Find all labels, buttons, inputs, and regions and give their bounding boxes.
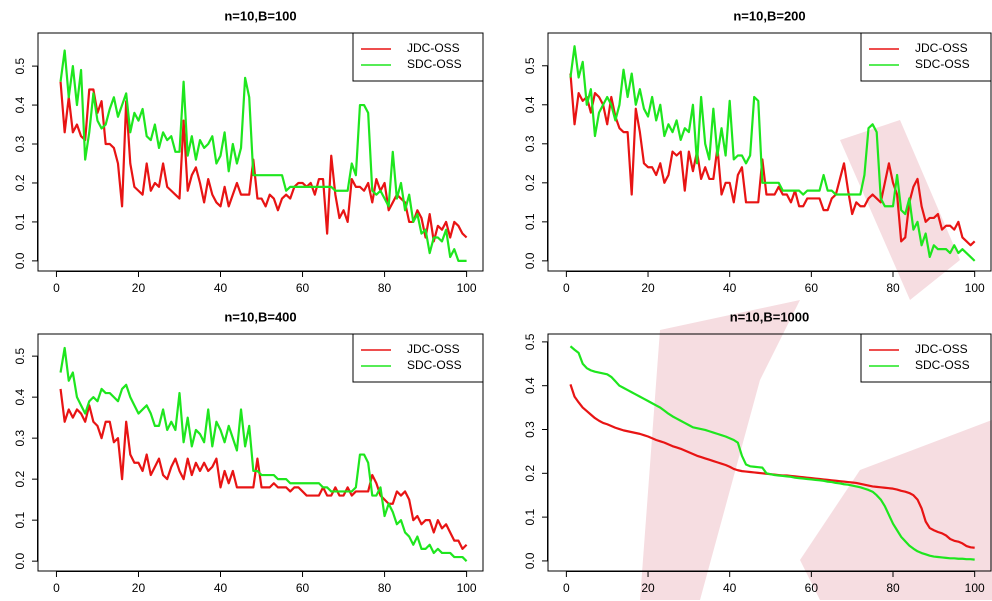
- x-tick-label: 80: [886, 281, 900, 295]
- x-tick-label: 20: [641, 281, 655, 295]
- y-tick-label: 0.0: [13, 252, 27, 269]
- x-tick-label: 0: [53, 281, 60, 295]
- y-tick-label: 0.2: [13, 470, 27, 487]
- watermark-shape: [840, 120, 960, 300]
- x-tick-label: 0: [53, 581, 60, 595]
- chart-title: n=10,B=200: [733, 8, 805, 23]
- y-tick-label: 0.2: [523, 174, 537, 191]
- legend-label: JDC-OSS: [407, 41, 460, 55]
- x-tick-label: 100: [457, 581, 477, 595]
- y-tick-label: 0.5: [523, 57, 537, 74]
- y-tick-label: 0.3: [523, 135, 537, 152]
- chart-panel: n=10,B=1000 0 20 40 60 80 100 0.0 0.1 0.2 0.3 0.4 0.…: [523, 309, 992, 595]
- x-tick-label: 20: [641, 581, 655, 595]
- x-tick-label: 80: [378, 281, 392, 295]
- x-tick-label: 60: [805, 581, 819, 595]
- x-tick-label: 0: [563, 581, 570, 595]
- y-tick-label: 0.1: [523, 213, 537, 230]
- x-tick-label: 60: [296, 581, 310, 595]
- chart-title: n=10,B=100: [224, 8, 296, 23]
- y-tick-label: 0.0: [523, 552, 537, 569]
- x-tick-label: 80: [378, 581, 392, 595]
- x-tick-label: 100: [965, 581, 985, 595]
- x-tick-label: 40: [214, 581, 228, 595]
- data-line: [569, 45, 976, 262]
- data-line: [569, 345, 975, 561]
- legend-label: SDC-OSS: [915, 358, 970, 372]
- x-tick-label: 20: [132, 581, 146, 595]
- x-tick-label: 40: [723, 281, 737, 295]
- y-tick-label: 0.3: [13, 135, 27, 152]
- chart-title: n=10,B=400: [224, 309, 296, 324]
- y-tick-label: 0.1: [523, 508, 537, 525]
- chart-panel: n=10,B=100 0 20 40 60 80 100 0.0 0.1 0.2 0.3 0.4 0.5…: [13, 8, 484, 295]
- y-tick-label: 0.1: [13, 511, 27, 528]
- legend-label: JDC-OSS: [407, 342, 460, 356]
- chart-panel: n=10,B=400 0 20 40 60 80 100 0.0 0.1 0.2 0.3 0.4 0.5…: [13, 309, 484, 595]
- data-line: [59, 81, 468, 243]
- legend-label: JDC-OSS: [915, 41, 968, 55]
- y-tick-label: 0.4: [13, 96, 27, 113]
- y-tick-label: 0.3: [13, 429, 27, 446]
- x-tick-label: 100: [965, 281, 985, 295]
- x-tick-label: 40: [214, 281, 228, 295]
- y-tick-label: 0.3: [523, 421, 537, 438]
- y-tick-label: 0.4: [523, 377, 537, 394]
- chart-panel: n=10,B=200 0 20 40 60 80 100 0.0 0.1 0.2 0.3 0.4 0.5…: [523, 8, 992, 295]
- legend-box: [352, 32, 484, 82]
- x-tick-label: 20: [132, 281, 146, 295]
- x-tick-label: 80: [886, 581, 900, 595]
- legend-box: [860, 32, 992, 82]
- legend-label: SDC-OSS: [915, 57, 970, 71]
- x-tick-label: 0: [563, 281, 570, 295]
- x-tick-label: 60: [805, 281, 819, 295]
- x-tick-label: 100: [457, 281, 477, 295]
- y-tick-label: 0.0: [523, 252, 537, 269]
- data-line: [59, 49, 467, 262]
- legend-label: JDC-OSS: [915, 342, 968, 356]
- legend-box: [860, 333, 992, 383]
- y-tick-label: 0.4: [13, 388, 27, 405]
- data-line: [59, 388, 468, 550]
- y-tick-label: 0.5: [523, 333, 537, 350]
- x-tick-label: 60: [296, 281, 310, 295]
- y-tick-label: 0.2: [523, 465, 537, 482]
- y-tick-label: 0.5: [13, 57, 27, 74]
- data-line: [569, 73, 976, 247]
- watermark-shape: [800, 420, 992, 600]
- y-tick-label: 0.2: [13, 174, 27, 191]
- x-tick-label: 40: [723, 581, 737, 595]
- y-tick-label: 0.1: [13, 213, 27, 230]
- legend: JDC-OSS SDC-OSS: [352, 333, 484, 383]
- y-tick-label: 0.0: [13, 552, 27, 569]
- y-tick-label: 0.5: [13, 347, 27, 364]
- chart-title: n=10,B=1000: [730, 309, 810, 324]
- legend: JDC-OSS SDC-OSS: [860, 32, 992, 82]
- y-tick-label: 0.4: [523, 96, 537, 113]
- legend: JDC-OSS SDC-OSS: [860, 333, 992, 383]
- legend-label: SDC-OSS: [407, 358, 462, 372]
- data-line: [59, 346, 468, 562]
- legend: JDC-OSS SDC-OSS: [352, 32, 484, 82]
- watermark-shape: [640, 300, 800, 600]
- legend-label: SDC-OSS: [407, 57, 462, 71]
- legend-box: [352, 333, 484, 383]
